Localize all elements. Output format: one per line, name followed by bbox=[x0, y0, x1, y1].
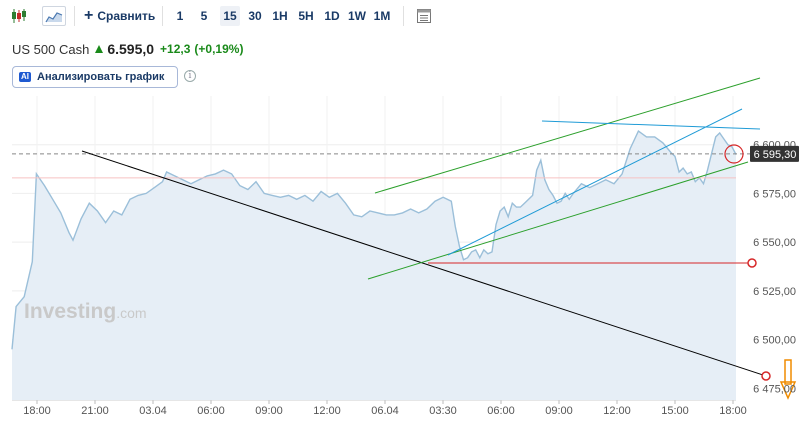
x-tick-label: 09:00 bbox=[255, 405, 283, 417]
current-price-label: 6 595,30 bbox=[754, 149, 797, 161]
compare-button[interactable]: + Сравнить bbox=[84, 7, 155, 25]
settings-panel-icon[interactable] bbox=[413, 6, 435, 26]
compare-label: Сравнить bbox=[97, 9, 156, 23]
x-tick-label: 09:00 bbox=[545, 405, 573, 417]
orange-arrow-head bbox=[779, 381, 797, 400]
y-tick-label: 6 550,00 bbox=[753, 237, 796, 249]
red-line-handle bbox=[747, 258, 757, 268]
x-tick-label: 15:00 bbox=[661, 405, 689, 417]
blue-resistance-line bbox=[541, 120, 761, 130]
price-change: +12,3 bbox=[160, 42, 191, 56]
up-arrow-icon bbox=[95, 45, 104, 53]
investing-watermark: Investing.com bbox=[24, 300, 147, 323]
x-tick-label: 12:00 bbox=[313, 405, 341, 417]
price-area-fill bbox=[12, 131, 736, 400]
analyze-chart-button[interactable]: AI Анализировать график bbox=[12, 66, 178, 88]
last-price: 6.595,0 bbox=[107, 41, 155, 57]
timeframe-1[interactable]: 1 bbox=[176, 9, 184, 23]
y-tick-label: 6 525,00 bbox=[753, 286, 796, 298]
x-tick-label: 06:00 bbox=[487, 405, 515, 417]
quote-header: US 500 Cash 6.595,0 +12,3 (+0,19%) bbox=[12, 41, 243, 57]
timeframe-1m[interactable]: 1M bbox=[373, 9, 391, 23]
candlestick-icon[interactable] bbox=[8, 6, 30, 26]
price-line bbox=[11, 130, 737, 350]
info-icon[interactable]: i bbox=[184, 70, 196, 82]
y-axis-labels: 6 475,00 6 500,00 6 525,00 6 550,00 6 575,00… bbox=[753, 140, 796, 396]
timeframe-1w[interactable]: 1W bbox=[348, 9, 366, 23]
timeframe-15[interactable]: 15 bbox=[220, 6, 240, 26]
y-tick-label: 6 575,00 bbox=[753, 188, 796, 200]
current-price-tag: 6 595,30 bbox=[750, 145, 799, 162]
black-trendline bbox=[81, 150, 767, 377]
instrument-name: US 500 Cash bbox=[12, 41, 90, 57]
timeframe-5[interactable]: 5 bbox=[200, 9, 208, 23]
timeframe-1d[interactable]: 1D bbox=[324, 9, 340, 23]
orange-arrow-marker bbox=[784, 359, 792, 385]
plus-icon: + bbox=[84, 7, 94, 24]
x-tick-label: 03.04 bbox=[139, 405, 167, 417]
x-tick-label: 12:00 bbox=[603, 405, 631, 417]
timeframe-30[interactable]: 30 bbox=[248, 9, 262, 23]
timeframe-1h[interactable]: 1H bbox=[272, 9, 288, 23]
area-chart-icon[interactable] bbox=[42, 6, 66, 26]
y-tick-label: 6 500,00 bbox=[753, 335, 796, 347]
x-tick-label: 06:00 bbox=[197, 405, 225, 417]
toolbar-divider bbox=[162, 6, 163, 26]
x-tick-label: 21:00 bbox=[81, 405, 109, 417]
price-circle-annotation bbox=[724, 144, 744, 164]
x-tick-label: 18:00 bbox=[719, 405, 747, 417]
chart-toolbar: + Сравнить 1 5 15 30 1H 5H 1D 1W 1M bbox=[0, 0, 799, 32]
green-channel-lower bbox=[367, 161, 749, 280]
timeframe-5h[interactable]: 5H bbox=[298, 9, 314, 23]
toolbar-divider bbox=[74, 6, 75, 26]
green-channel-upper bbox=[374, 77, 761, 194]
x-tick-label: 03:30 bbox=[429, 405, 457, 417]
ai-badge-icon: AI bbox=[19, 71, 31, 83]
toolbar-divider bbox=[403, 6, 404, 26]
current-price-tag-bg bbox=[750, 145, 799, 162]
y-tick-label: 6 475,00 bbox=[753, 383, 796, 395]
x-tick-label: 18:00 bbox=[23, 405, 51, 417]
blue-trendline bbox=[447, 108, 743, 256]
drawing-tools bbox=[12, 77, 797, 400]
black-line-handle bbox=[761, 371, 771, 381]
analyze-chart-label: Анализировать график bbox=[37, 71, 165, 83]
price-change-percent: (+0,19%) bbox=[194, 42, 244, 56]
x-tick-label: 06.04 bbox=[371, 405, 399, 417]
x-axis-labels: 18:00 21:00 03.04 06:00 09:00 12:00 06.04 03:30… bbox=[23, 405, 747, 417]
